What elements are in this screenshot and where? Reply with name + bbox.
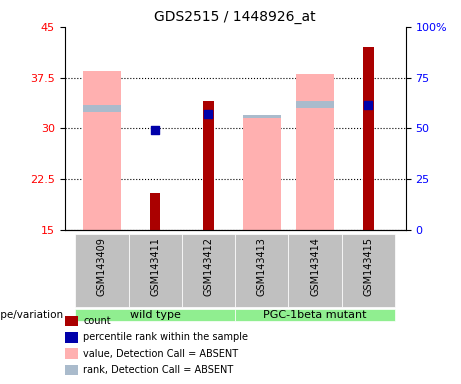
Text: GSM143412: GSM143412 bbox=[203, 237, 213, 296]
Bar bbox=[363, 47, 374, 230]
FancyBboxPatch shape bbox=[75, 309, 235, 321]
FancyBboxPatch shape bbox=[129, 234, 182, 307]
Bar bbox=[65, 348, 78, 359]
Point bbox=[205, 111, 212, 117]
Text: genotype/variation: genotype/variation bbox=[0, 310, 64, 320]
Text: GSM143411: GSM143411 bbox=[150, 237, 160, 296]
Point bbox=[152, 127, 159, 133]
Bar bbox=[83, 71, 121, 230]
Text: GSM143413: GSM143413 bbox=[257, 237, 267, 296]
Text: value, Detection Call = ABSENT: value, Detection Call = ABSENT bbox=[83, 349, 238, 359]
Text: count: count bbox=[83, 316, 111, 326]
Bar bbox=[65, 316, 78, 326]
FancyBboxPatch shape bbox=[342, 234, 395, 307]
FancyBboxPatch shape bbox=[182, 234, 235, 307]
Bar bbox=[150, 193, 160, 230]
Bar bbox=[296, 74, 334, 230]
Bar bbox=[65, 332, 78, 343]
Bar bbox=[203, 101, 214, 230]
Title: GDS2515 / 1448926_at: GDS2515 / 1448926_at bbox=[154, 10, 316, 25]
Bar bbox=[242, 115, 281, 118]
FancyBboxPatch shape bbox=[289, 234, 342, 307]
Text: rank, Detection Call = ABSENT: rank, Detection Call = ABSENT bbox=[83, 365, 234, 375]
FancyBboxPatch shape bbox=[75, 234, 129, 307]
Bar bbox=[242, 118, 281, 230]
Text: percentile rank within the sample: percentile rank within the sample bbox=[83, 332, 248, 342]
Text: wild type: wild type bbox=[130, 310, 181, 320]
Bar bbox=[296, 101, 334, 108]
FancyBboxPatch shape bbox=[235, 309, 395, 321]
Point bbox=[365, 102, 372, 108]
FancyBboxPatch shape bbox=[235, 234, 289, 307]
Bar bbox=[83, 105, 121, 111]
Text: GSM143409: GSM143409 bbox=[97, 237, 107, 296]
Text: GSM143415: GSM143415 bbox=[363, 237, 373, 296]
Text: GSM143414: GSM143414 bbox=[310, 237, 320, 296]
Text: PGC-1beta mutant: PGC-1beta mutant bbox=[263, 310, 367, 320]
Bar bbox=[65, 365, 78, 375]
